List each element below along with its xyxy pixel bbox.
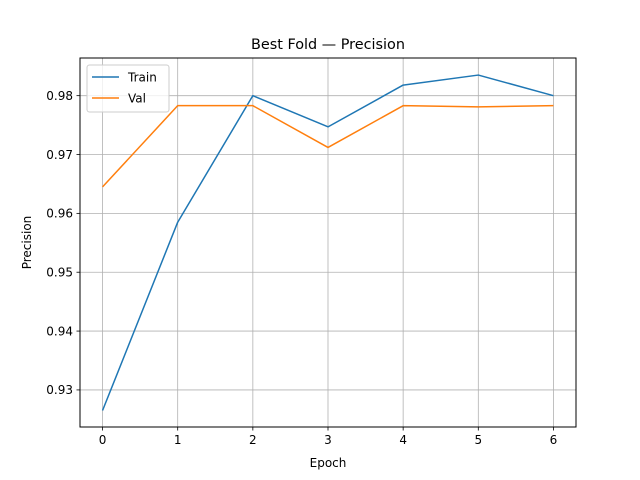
legend: Train Val: [86, 64, 170, 113]
y-tick-label: 0.97: [46, 148, 73, 162]
x-tick-label: 2: [249, 433, 257, 447]
series-line-val: [101, 104, 554, 188]
x-tick-label: 0: [99, 433, 107, 447]
legend-label: Train: [127, 70, 157, 84]
y-tick-label: 0.98: [46, 89, 73, 103]
y-tick-label: 0.96: [46, 207, 73, 221]
x-tick-label: 1: [174, 433, 182, 447]
y-axis-label: Precision: [20, 216, 34, 270]
x-tick-label: 3: [324, 433, 332, 447]
axis-ticks: 0 1 2 3 4 5 6 0.93 0.94 0.95 0.96 0.97 0.98: [46, 89, 557, 447]
legend-label: Val: [128, 91, 146, 105]
series-lines: [101, 74, 554, 411]
y-tick-label: 0.94: [46, 324, 73, 338]
y-tick-label: 0.93: [46, 383, 73, 397]
x-axis-label: Epoch: [310, 456, 347, 470]
grid: [80, 58, 576, 427]
y-tick-label: 0.95: [46, 266, 73, 280]
chart-title: Best Fold — Precision: [251, 37, 405, 53]
x-tick-label: 4: [399, 433, 407, 447]
x-tick-label: 5: [474, 433, 482, 447]
series-line-train: [101, 74, 554, 411]
x-tick-label: 6: [550, 433, 558, 447]
